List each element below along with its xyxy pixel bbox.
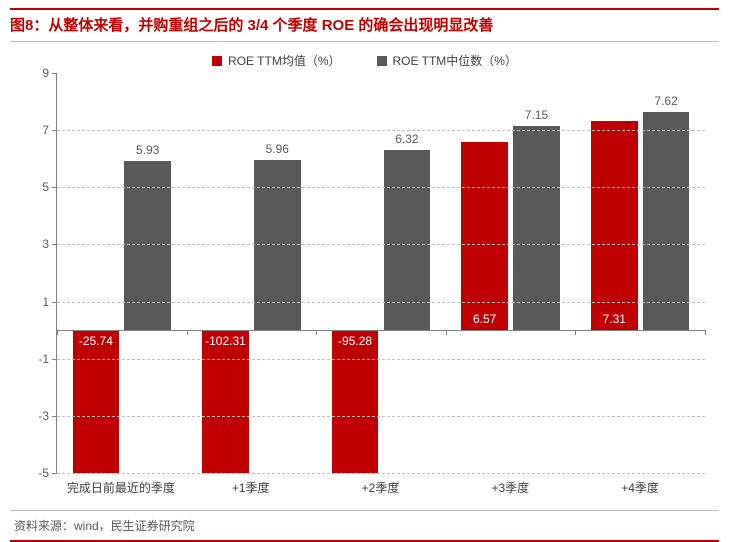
y-tick-mark [52,187,57,188]
data-label: 7.62 [636,94,696,108]
bar-group: -25.74 5.93 [57,73,187,473]
grid-line [57,187,705,188]
figure: 图8：从整体来看，并购重组之后的 3/4 个季度 ROE 的确会出现明显改善 R… [0,0,729,533]
data-label: -25.74 [66,334,126,348]
y-tick-label: 5 [42,180,49,194]
data-label: 5.96 [247,142,307,156]
data-label: 6.57 [455,312,515,326]
x-axis-line [57,330,705,331]
bar-group: -95.28 6.32 [316,73,446,473]
data-label: 7.15 [506,108,566,122]
y-tick-label: -5 [38,466,49,480]
y-tick-label: 9 [42,66,49,80]
data-label: 5.93 [118,143,178,157]
y-tick-mark [52,244,57,245]
y-tick-label: -1 [38,352,49,366]
y-tick-mark [52,73,57,74]
x-axis-label: +1季度 [186,473,316,496]
bar-mean [332,330,379,473]
legend-label-mean: ROE TTM均值（%） [228,52,340,69]
grid-line [57,359,705,360]
grid-line [57,473,705,474]
bar-group: 7.31 7.62 [575,73,705,473]
legend-label-median: ROE TTM中位数（%） [393,52,517,69]
legend-swatch-mean [212,56,222,66]
bar-groups: -25.74 5.93 -102.31 5.96 -95.28 6.32 6.57 7.15 7… [57,73,705,473]
y-tick-mark [52,302,57,303]
y-tick-label: 7 [42,123,49,137]
title-row: 图8：从整体来看，并购重组之后的 3/4 个季度 ROE 的确会出现明显改善 [10,8,719,42]
bar-median [643,112,690,330]
grid-line [57,302,705,303]
y-tick-mark [52,473,57,474]
legend-item-mean: ROE TTM均值（%） [212,52,340,69]
grid-line [57,244,705,245]
legend-item-median: ROE TTM中位数（%） [377,52,517,69]
bar-median [384,150,431,331]
y-tick-mark [52,130,57,131]
plot-area: -25.74 5.93 -102.31 5.96 -95.28 6.32 6.57 7.15 7… [56,73,705,473]
x-axis-label: +2季度 [316,473,446,496]
data-label: 7.31 [584,312,644,326]
legend: ROE TTM均值（%） ROE TTM中位数（%） [10,48,719,73]
y-tick-label: -3 [38,409,49,423]
bar-group: 6.57 7.15 [446,73,576,473]
y-tick-label: 1 [42,295,49,309]
source-row: 资料来源：wind，民生证券研究院 [10,510,719,542]
bar-mean [202,330,249,473]
bar-median [513,126,560,330]
data-label: -95.28 [325,334,385,348]
source-text: 资料来源：wind，民生证券研究院 [14,519,195,533]
x-axis-labels: 完成日前最近的季度+1季度+2季度+3季度+4季度 [56,473,705,496]
grid-line [57,416,705,417]
data-label: 6.32 [377,132,437,146]
y-tick-label: 3 [42,237,49,251]
x-axis-label: 完成日前最近的季度 [56,473,186,496]
bar-mean [591,121,638,330]
grid-line [57,130,705,131]
bar-mean [73,330,120,473]
bar-group: -102.31 5.96 [187,73,317,473]
y-tick-mark [52,416,57,417]
x-axis-label: +4季度 [575,473,705,496]
x-axis-label: +3季度 [445,473,575,496]
legend-swatch-median [377,56,387,66]
y-tick-mark [52,359,57,360]
chart-title: 图8：从整体来看，并购重组之后的 3/4 个季度 ROE 的确会出现明显改善 [10,17,493,34]
x-tick-mark [705,330,706,335]
data-label: -102.31 [195,334,255,348]
